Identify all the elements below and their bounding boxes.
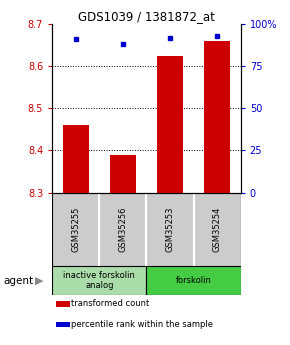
Bar: [204, 41, 230, 193]
Text: GSM35255: GSM35255: [71, 207, 80, 252]
Bar: [56, 301, 70, 307]
Text: agent: agent: [3, 276, 33, 286]
Bar: [52, 266, 146, 295]
Text: inactive forskolin
analog: inactive forskolin analog: [64, 271, 135, 290]
Bar: [56, 322, 70, 327]
Text: ▶: ▶: [35, 276, 43, 286]
Text: GSM35254: GSM35254: [213, 207, 222, 252]
Bar: [110, 155, 136, 193]
Bar: [63, 125, 89, 193]
Text: GSM35256: GSM35256: [118, 207, 127, 252]
Bar: [157, 56, 183, 193]
Text: forskolin: forskolin: [176, 276, 211, 285]
Text: transformed count: transformed count: [71, 299, 149, 308]
Text: GSM35253: GSM35253: [166, 207, 175, 252]
Text: percentile rank within the sample: percentile rank within the sample: [71, 320, 213, 329]
Title: GDS1039 / 1381872_at: GDS1039 / 1381872_at: [78, 10, 215, 23]
Bar: [146, 266, 241, 295]
